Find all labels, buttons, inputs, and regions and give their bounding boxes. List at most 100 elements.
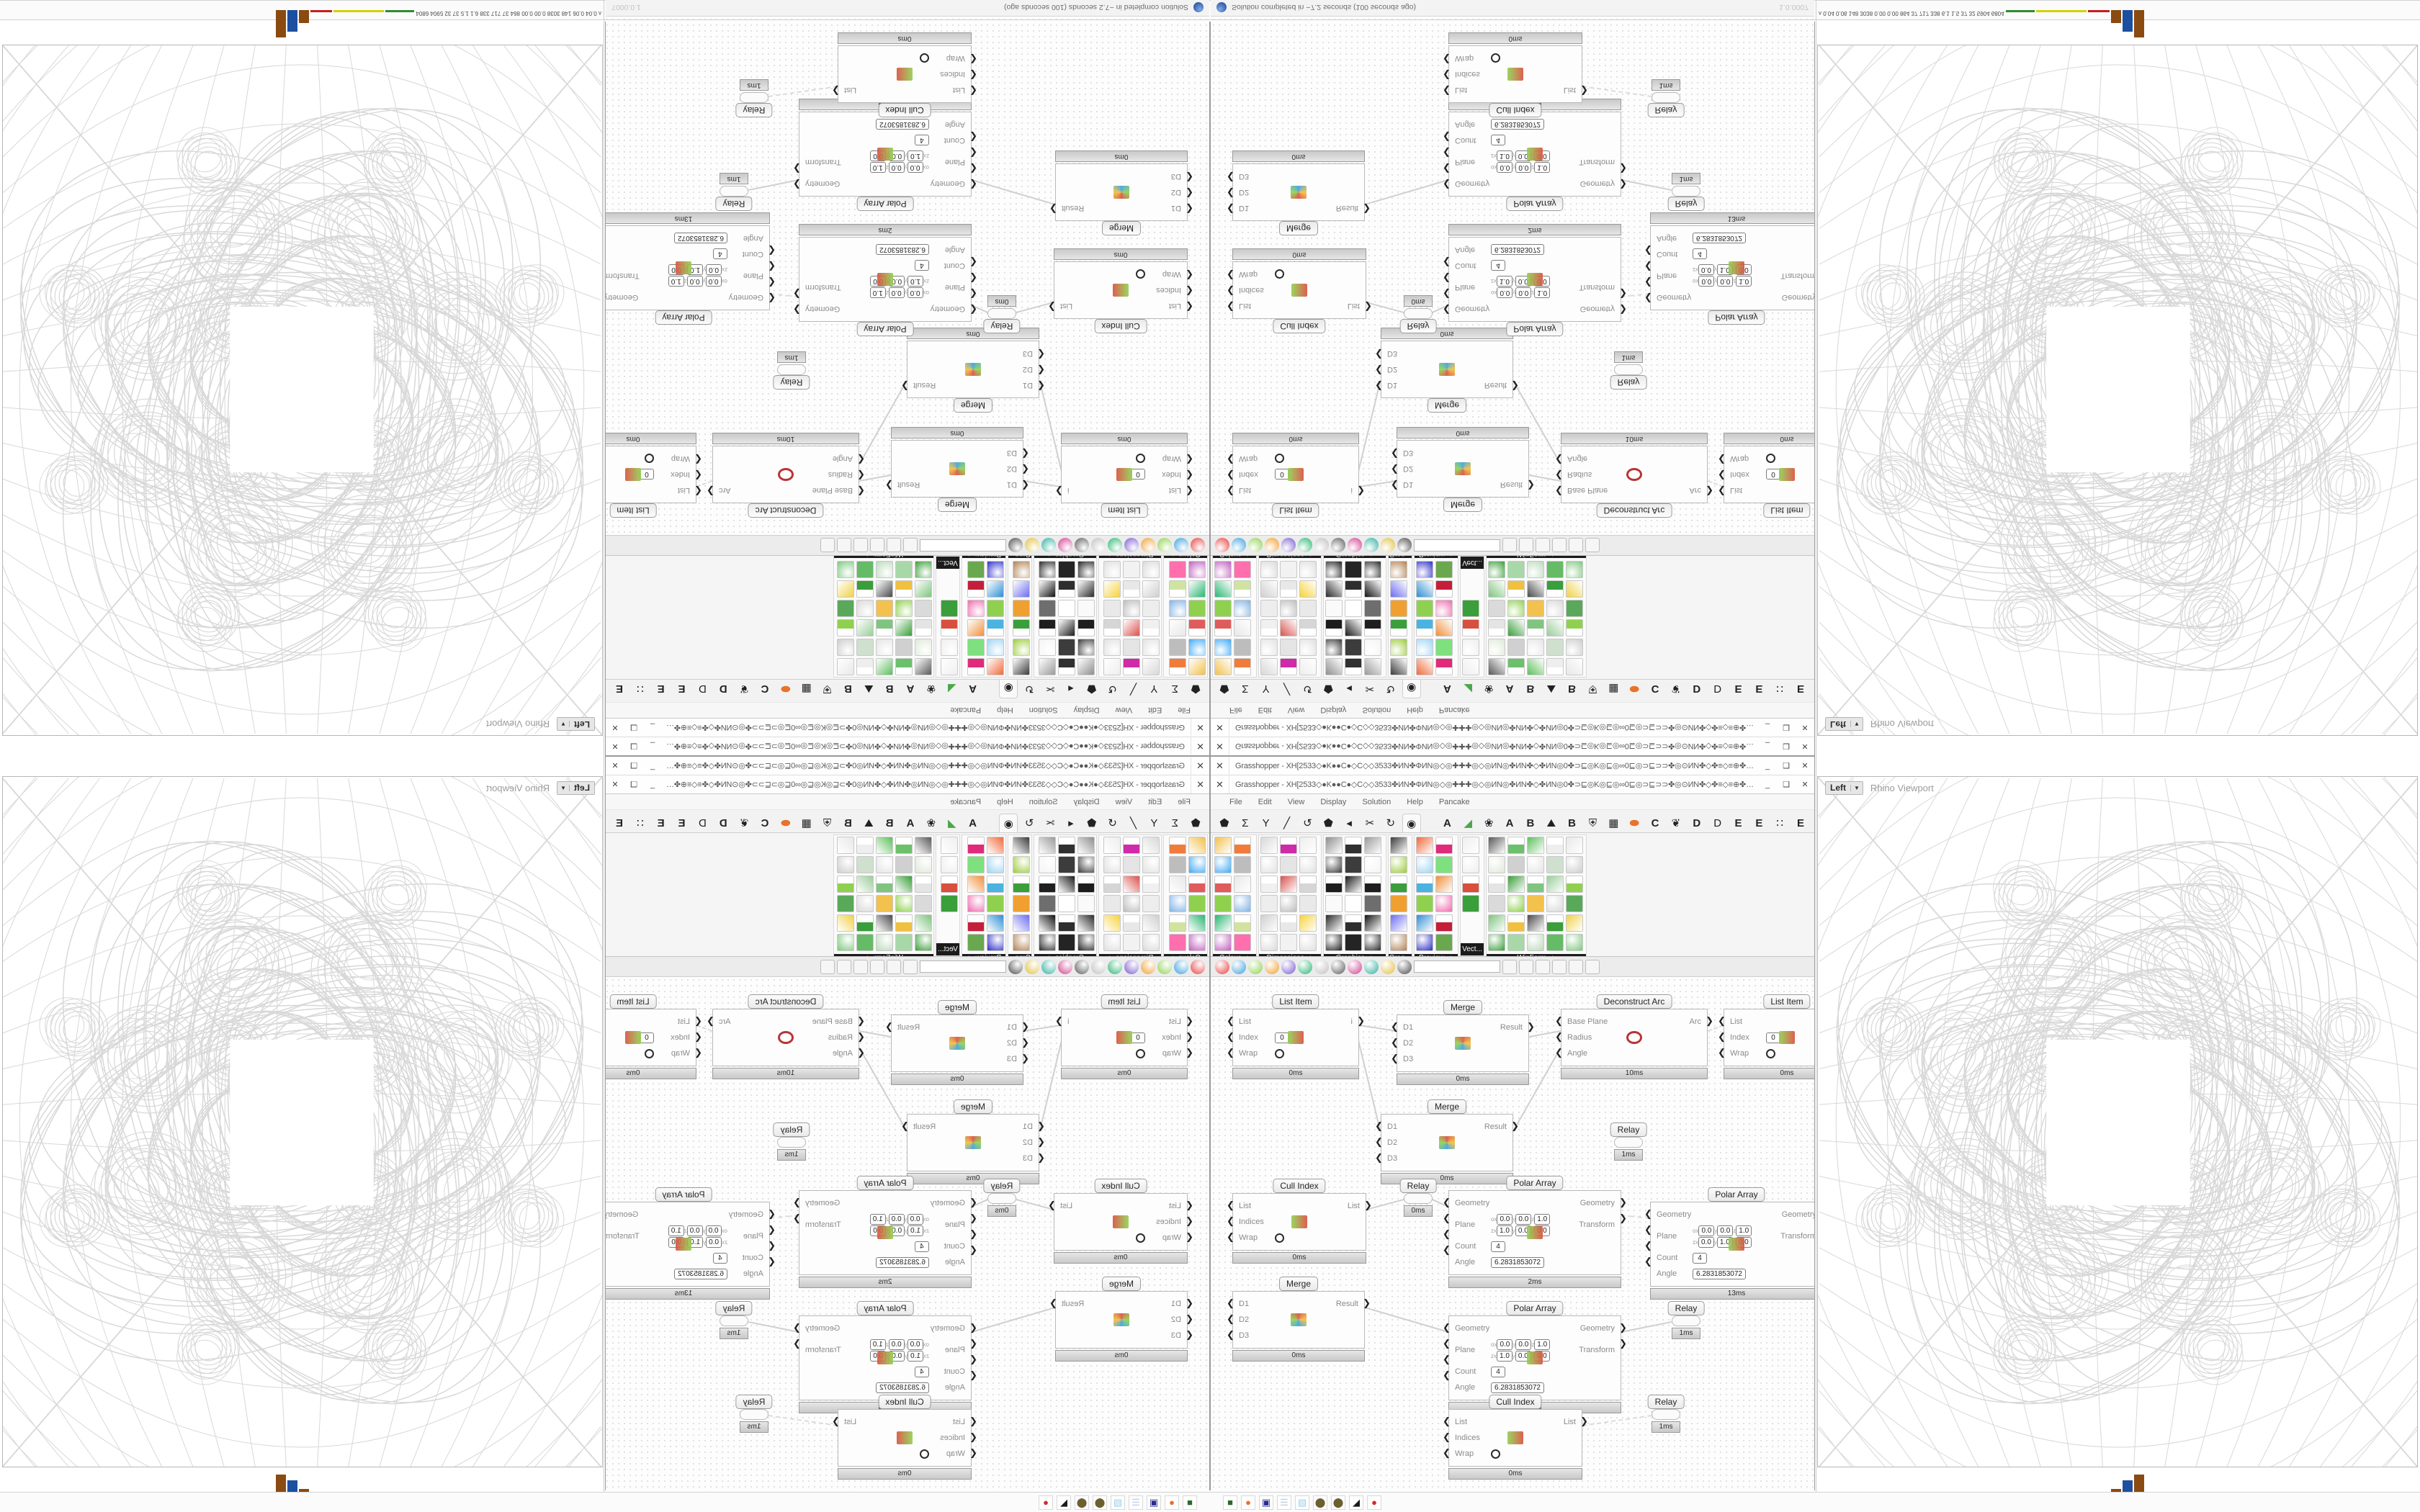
node-merge-3[interactable]: Merge ❮ ❯ D1 Result ❮ D2 ❮ D3 0ms [1049, 1277, 1193, 1362]
boolean-toggle-icon[interactable] [920, 1449, 929, 1459]
ribbon-icon-winform-18[interactable] [1546, 658, 1564, 675]
canvas-tool-sq-1[interactable] [1519, 538, 1533, 553]
ribbon-icon-colour-1[interactable] [1188, 639, 1206, 656]
node-caption[interactable]: List Item [609, 994, 657, 1009]
ribbon-icon-winform-13[interactable] [876, 856, 893, 873]
search-input[interactable] [1414, 539, 1500, 552]
input-port-list[interactable]: ❮ [969, 86, 977, 96]
menu-item-edit[interactable]: Edit [1148, 706, 1162, 715]
ribbon-icon-preview-6[interactable] [1435, 837, 1453, 854]
input-port-d3[interactable]: ❮ [1227, 172, 1234, 183]
node-body[interactable]: ❮ ❯ List List ❮ Indices ❮ Wrap [1227, 1193, 1372, 1251]
ribbon-icon-winform-4[interactable] [915, 580, 932, 598]
node-list-item-1[interactable]: List Item ❮ ❯ List i ❮ Index 0 ❮ Wrap 0ms [1055, 994, 1193, 1079]
ribbon-icon-vect--2[interactable] [1462, 876, 1479, 893]
input-port-count[interactable]: ❮ [1644, 261, 1652, 272]
node-cull-index-1[interactable]: Cull Index ❮ ❯ List List ❮ Indices ❮ Wrap 0ms [1227, 248, 1372, 333]
ribbon-icon-vect--3[interactable] [941, 600, 958, 617]
ribbon-icon-colour-9[interactable] [1169, 600, 1186, 617]
ribbon-icon-dimensions-2[interactable] [1142, 876, 1160, 893]
input-port-wrap[interactable]: ❮ [1186, 270, 1193, 281]
viewport-view-dropdown[interactable]: Left ▼ [557, 717, 595, 732]
ribbon-icon-preview-2[interactable] [987, 876, 1004, 893]
ribbon-icon-colour-9[interactable] [1169, 895, 1186, 912]
ribbon-icon-winform-6[interactable] [1507, 837, 1525, 854]
canvas-tool-4[interactable] [1281, 538, 1296, 553]
boolean-toggle-icon[interactable] [1766, 454, 1775, 464]
ribbon-icon-dimensions-4[interactable] [1260, 580, 1278, 598]
ribbon-icon-preview-8[interactable] [1435, 876, 1453, 893]
menu-item-display[interactable]: Display [1073, 706, 1100, 715]
canvas-tool-4[interactable] [1281, 959, 1296, 974]
input-port-d3[interactable]: ❮ [1227, 1329, 1234, 1340]
output-port-i[interactable]: ❯ [1357, 1015, 1365, 1026]
value-count[interactable]: 4 [1693, 248, 1707, 260]
params-tab[interactable]: ⬟ [1191, 683, 1201, 695]
value-angle[interactable]: 6.2831853072 [1491, 1256, 1544, 1268]
ribbon-icon-winform-22[interactable] [856, 580, 874, 598]
input-port-wrap[interactable]: ❮ [1718, 1047, 1726, 1058]
close-button[interactable]: ✕ [611, 723, 619, 732]
ribbon-icon-winform-15[interactable] [876, 600, 893, 617]
ribbon-icon-colour-10[interactable] [1234, 580, 1251, 598]
ribbon-icon-winform-2[interactable] [915, 876, 932, 893]
ribbon-icon-graphics-8[interactable] [1058, 876, 1075, 893]
shield-tab[interactable]: ⛨ [1588, 683, 1597, 696]
a-tab[interactable]: A [969, 816, 977, 829]
e3-tab[interactable]: E [615, 683, 623, 696]
ribbon-icon-winform-15[interactable] [1527, 895, 1544, 912]
ribbon-icon-winform-10[interactable] [895, 580, 913, 598]
relay-body[interactable] [987, 308, 1016, 319]
input-port-geometry[interactable]: ❮ [969, 305, 977, 315]
ribbon-icon-dimensions-15[interactable] [1299, 895, 1317, 912]
curve-tab[interactable]: ↺ [1303, 683, 1312, 695]
maximize-button[interactable]: ❑ [1783, 762, 1790, 770]
canvas-tool-8[interactable] [1058, 538, 1072, 553]
ribbon-icon-colour-6[interactable] [1169, 837, 1186, 854]
ribbon-icon-preview-3[interactable] [1416, 600, 1433, 617]
output-port-arc[interactable]: ❯ [707, 486, 714, 497]
pin-icon[interactable]: ✦ [1170, 555, 1176, 558]
node-polar-array-2[interactable]: Polar Array❮❯GeometryGeometry❮❯Planeox0.… [1644, 212, 1814, 325]
maths-tab[interactable]: Σ [1242, 683, 1249, 696]
plane-oz-value[interactable]: 1.0 [869, 1338, 886, 1350]
canvas-tool-10[interactable] [1025, 538, 1039, 553]
plane-oz-value[interactable]: 1.0 [869, 162, 886, 174]
input-port-geometry[interactable]: ❮ [1443, 179, 1451, 190]
b-tab[interactable]: B [885, 816, 894, 829]
ribbon-icon-graphics-13[interactable] [1364, 639, 1381, 656]
ribbon-icon-winform-16[interactable] [1527, 580, 1544, 598]
ribbon-icon-preview-7[interactable] [1435, 639, 1453, 656]
input-port-wrap[interactable]: ❮ [694, 1047, 702, 1058]
ribbon-icon-colour-11[interactable] [1169, 934, 1186, 951]
node-caption[interactable]: List Item [1763, 503, 1811, 518]
value-index[interactable]: 0 [1766, 1032, 1780, 1043]
pin-icon[interactable]: ✦ [1107, 555, 1113, 558]
ribbon-icon-dimensions-11[interactable] [1123, 561, 1140, 578]
canvas-tool-5[interactable] [1108, 538, 1122, 553]
canvas-tool-8[interactable] [1058, 959, 1072, 974]
menu-item-edit[interactable]: Edit [1258, 797, 1272, 806]
input-port-indices[interactable]: ❮ [969, 70, 977, 81]
plane-ox-value[interactable]: 0.0 [1497, 1213, 1513, 1225]
ribbon-icon-dimensions-4[interactable] [1142, 580, 1160, 598]
ribbon-icon-grap--1[interactable] [1013, 856, 1030, 873]
taskbar-item-rhino-icon-a[interactable]: ● [1039, 1495, 1053, 1510]
d-tab[interactable]: D [719, 683, 727, 696]
node-relay-3[interactable]: Relay 1ms [1667, 1301, 1705, 1339]
canvas-tool-3[interactable] [1141, 959, 1155, 974]
ribbon-icon-winform-29[interactable] [837, 561, 854, 578]
grid-tab[interactable]: ▦ [801, 683, 812, 695]
ribbon-icon-colour-2[interactable] [1214, 876, 1232, 893]
node-caption[interactable]: Cull Index [878, 1395, 931, 1409]
output-port-result[interactable]: ❯ [1049, 1297, 1057, 1308]
value-angle[interactable]: 6.2831853072 [1693, 1268, 1746, 1279]
plane-ox-value[interactable]: 0.0 [1497, 162, 1513, 174]
ribbon-icon-winform-5[interactable] [1488, 934, 1505, 951]
ribbon-icon-colour-4[interactable] [1188, 580, 1206, 598]
node-caption[interactable]: Relay [1647, 103, 1685, 117]
ribbon-icon-winform-20[interactable] [856, 619, 874, 636]
